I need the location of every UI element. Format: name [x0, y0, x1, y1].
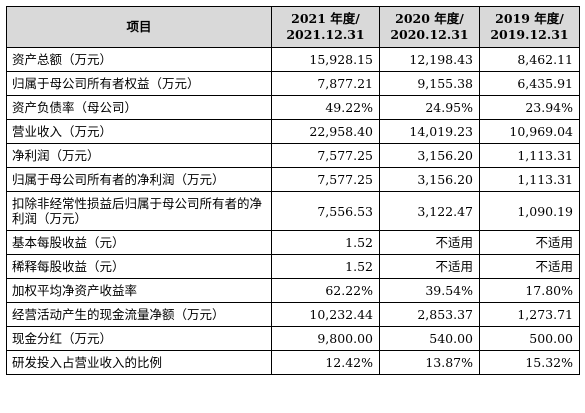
- table-row: 资产总额（万元） 15,928.15 12,198.43 8,462.11: [6, 47, 580, 72]
- value-2021: 62.22%: [271, 278, 380, 303]
- value-2021: 1.52: [271, 230, 380, 255]
- header-period-2021: 2021 年度/ 2021.12.31: [271, 6, 380, 48]
- header-year: 2019 年度/: [495, 11, 564, 26]
- value-2019: 6,435.91: [479, 71, 580, 96]
- value-2021: 1.52: [271, 254, 380, 279]
- value-2019: 1,273.71: [479, 302, 580, 327]
- value-2021: 12.42%: [271, 350, 380, 375]
- value-2021: 49.22%: [271, 95, 380, 120]
- financial-table-container: 项目 2021 年度/ 2021.12.31 2020 年度/ 2020.12.…: [6, 6, 580, 375]
- value-2019: 1,113.31: [479, 143, 580, 168]
- table-row: 加权平均净资产收益率 62.22% 39.54% 17.80%: [6, 278, 580, 303]
- value-2020: 9,155.38: [379, 71, 480, 96]
- value-2020: 24.95%: [379, 95, 480, 120]
- value-2021: 7,556.53: [271, 191, 380, 231]
- value-2020: 3,156.20: [379, 143, 480, 168]
- header-date: 2021.12.31: [286, 27, 365, 42]
- value-2019: 1,113.31: [479, 167, 580, 192]
- financial-summary-table: 项目 2021 年度/ 2021.12.31 2020 年度/ 2020.12.…: [6, 6, 580, 375]
- row-label: 营业收入（万元）: [6, 119, 272, 144]
- table-row: 基本每股收益（元） 1.52 不适用 不适用: [6, 230, 580, 255]
- row-label: 归属于母公司所有者的净利润（万元）: [6, 167, 272, 192]
- value-2020: 13.87%: [379, 350, 480, 375]
- value-2019: 不适用: [479, 230, 580, 255]
- value-2020: 14,019.23: [379, 119, 480, 144]
- table-row: 经营活动产生的现金流量净额（万元） 10,232.44 2,853.37 1,2…: [6, 302, 580, 327]
- value-2019: 15.32%: [479, 350, 580, 375]
- table-row: 扣除非经常性损益后归属于母公司所有者的净利润（万元） 7,556.53 3,12…: [6, 191, 580, 231]
- table-row: 归属于母公司所有者权益（万元） 7,877.21 9,155.38 6,435.…: [6, 71, 580, 96]
- value-2021: 7,577.25: [271, 143, 380, 168]
- value-2020: 不适用: [379, 254, 480, 279]
- value-2021: 7,577.25: [271, 167, 380, 192]
- row-label: 现金分红（万元）: [6, 326, 272, 351]
- header-date: 2020.12.31: [390, 27, 469, 42]
- value-2021: 15,928.15: [271, 47, 380, 72]
- value-2019: 8,462.11: [479, 47, 580, 72]
- value-2021: 10,232.44: [271, 302, 380, 327]
- table-row: 资产负债率（母公司） 49.22% 24.95% 23.94%: [6, 95, 580, 120]
- value-2020: 2,853.37: [379, 302, 480, 327]
- header-year: 2020 年度/: [395, 11, 464, 26]
- value-2019: 17.80%: [479, 278, 580, 303]
- table-row: 研发投入占营业收入的比例 12.42% 13.87% 15.32%: [6, 350, 580, 375]
- value-2019: 500.00: [479, 326, 580, 351]
- value-2021: 9,800.00: [271, 326, 380, 351]
- row-label: 研发投入占营业收入的比例: [6, 350, 272, 375]
- header-period-2020: 2020 年度/ 2020.12.31: [379, 6, 480, 48]
- row-label: 归属于母公司所有者权益（万元）: [6, 71, 272, 96]
- table-row: 现金分红（万元） 9,800.00 540.00 500.00: [6, 326, 580, 351]
- table-row: 归属于母公司所有者的净利润（万元） 7,577.25 3,156.20 1,11…: [6, 167, 580, 192]
- value-2019: 23.94%: [479, 95, 580, 120]
- value-2019: 不适用: [479, 254, 580, 279]
- table-row: 净利润（万元） 7,577.25 3,156.20 1,113.31: [6, 143, 580, 168]
- row-label: 扣除非经常性损益后归属于母公司所有者的净利润（万元）: [6, 191, 272, 231]
- value-2021: 22,958.40: [271, 119, 380, 144]
- table-header-row: 项目 2021 年度/ 2021.12.31 2020 年度/ 2020.12.…: [6, 6, 580, 48]
- table-row: 稀释每股收益（元） 1.52 不适用 不适用: [6, 254, 580, 279]
- value-2021: 7,877.21: [271, 71, 380, 96]
- table-row: 营业收入（万元） 22,958.40 14,019.23 10,969.04: [6, 119, 580, 144]
- value-2020: 3,156.20: [379, 167, 480, 192]
- row-label: 加权平均净资产收益率: [6, 278, 272, 303]
- header-date: 2019.12.31: [490, 27, 569, 42]
- header-year: 2021 年度/: [291, 11, 360, 26]
- row-label: 资产负债率（母公司）: [6, 95, 272, 120]
- row-label: 稀释每股收益（元）: [6, 254, 272, 279]
- value-2019: 10,969.04: [479, 119, 580, 144]
- row-label: 净利润（万元）: [6, 143, 272, 168]
- value-2019: 1,090.19: [479, 191, 580, 231]
- value-2020: 39.54%: [379, 278, 480, 303]
- value-2020: 12,198.43: [379, 47, 480, 72]
- value-2020: 540.00: [379, 326, 480, 351]
- row-label: 资产总额（万元）: [6, 47, 272, 72]
- row-label: 基本每股收益（元）: [6, 230, 272, 255]
- header-period-2019: 2019 年度/ 2019.12.31: [479, 6, 580, 48]
- header-item: 项目: [6, 6, 272, 48]
- value-2020: 3,122.47: [379, 191, 480, 231]
- value-2020: 不适用: [379, 230, 480, 255]
- row-label: 经营活动产生的现金流量净额（万元）: [6, 302, 272, 327]
